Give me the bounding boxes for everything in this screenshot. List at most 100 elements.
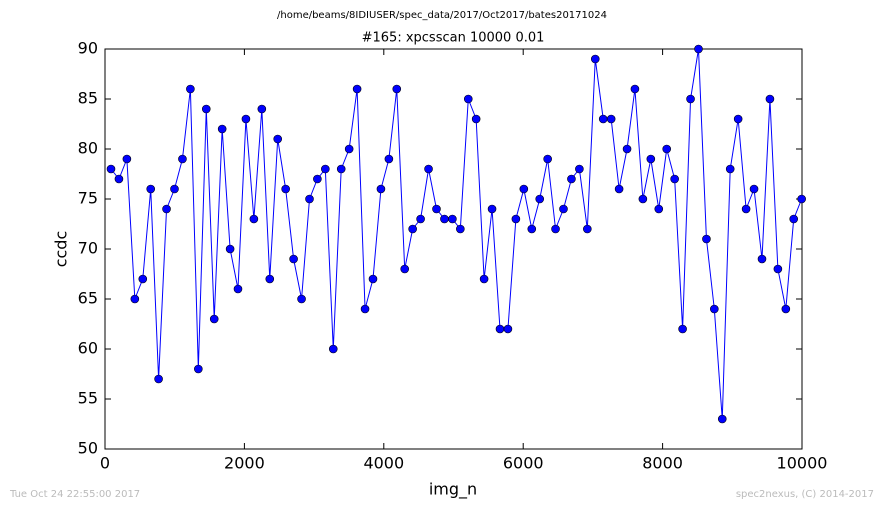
data-point <box>249 214 259 224</box>
data-point <box>590 54 600 64</box>
data-point <box>678 324 687 334</box>
data-point <box>162 204 171 214</box>
x-axis-label: img_n <box>429 480 477 500</box>
data-point <box>725 164 735 174</box>
y-tick-label: 55 <box>78 389 98 408</box>
data-point <box>400 264 410 274</box>
data-point <box>670 174 679 184</box>
chart-title: /home/beams/8IDIUSER/spec_data/2017/Oct2… <box>277 10 607 21</box>
data-point <box>789 214 799 224</box>
x-tick-label: 4000 <box>363 454 404 473</box>
data-point <box>138 274 148 284</box>
x-tick-label: 2000 <box>224 454 265 473</box>
data-point <box>535 194 545 204</box>
series-line <box>110 48 803 420</box>
data-point <box>146 184 156 194</box>
data-point <box>773 264 783 274</box>
data-point <box>448 214 457 224</box>
x-tick-label: 6000 <box>503 454 544 473</box>
data-point <box>463 94 473 104</box>
chart-subtitle: #165: xpcsscan 10000 0.01 <box>362 31 545 46</box>
data-point <box>297 294 306 304</box>
data-point <box>352 84 362 94</box>
y-axis-label: ccdc <box>52 231 71 268</box>
data-point <box>376 184 386 194</box>
data-point <box>217 124 227 134</box>
data-point <box>630 84 640 94</box>
data-point <box>440 214 449 224</box>
data-point <box>273 134 283 144</box>
x-tick-label: 0 <box>100 454 110 473</box>
y-tick-label: 80 <box>78 139 98 158</box>
data-point <box>757 254 767 264</box>
data-point <box>487 204 497 214</box>
data-point <box>321 164 330 174</box>
data-point <box>717 414 727 424</box>
data-point <box>606 114 616 124</box>
data-point <box>503 324 513 334</box>
data-point <box>479 274 489 284</box>
data-point <box>106 164 116 174</box>
y-tick-label: 75 <box>78 189 98 208</box>
data-point <box>583 224 592 234</box>
data-point <box>178 154 187 164</box>
footer-timestamp: Tue Oct 24 22:55:00 2017 <box>9 489 140 500</box>
data-point <box>209 314 219 324</box>
data-point <box>511 214 521 224</box>
data-point <box>368 274 378 284</box>
data-point <box>662 144 672 154</box>
y-tick-label: 85 <box>78 89 98 108</box>
data-point <box>265 274 275 284</box>
data-point <box>797 194 806 204</box>
y-tick-label: 50 <box>78 439 98 458</box>
data-point <box>114 174 124 184</box>
footer-credit: spec2nexus, (C) 2014-2017 <box>736 489 874 500</box>
data-point <box>241 114 251 124</box>
y-tick-label: 70 <box>78 239 98 258</box>
data-point <box>686 94 695 104</box>
data-point <box>360 304 370 314</box>
data-point <box>519 184 529 194</box>
data-point <box>781 304 791 314</box>
x-tick-label: 8000 <box>642 454 683 473</box>
data-point <box>749 184 759 194</box>
data-point <box>702 234 711 244</box>
data-point <box>225 244 235 254</box>
data-point <box>559 204 568 214</box>
data-point <box>154 374 163 384</box>
data-point <box>194 364 203 374</box>
data-point <box>638 194 648 204</box>
data-point <box>543 154 552 164</box>
data-point <box>432 204 441 214</box>
y-tick-label: 90 <box>78 39 98 58</box>
data-point <box>567 174 576 184</box>
data-point <box>527 224 537 234</box>
data-point <box>614 184 624 194</box>
data-point <box>551 224 560 234</box>
data-point <box>416 214 425 224</box>
data-point <box>598 114 608 124</box>
data-point <box>456 224 465 234</box>
data-point <box>281 184 290 194</box>
data-point <box>392 84 402 94</box>
data-point <box>741 204 751 214</box>
data-point <box>122 154 132 164</box>
data-point <box>289 254 298 264</box>
data-point <box>384 154 394 164</box>
data-point <box>344 144 354 154</box>
data-point <box>336 164 346 174</box>
data-point <box>201 104 211 114</box>
y-tick-label: 65 <box>78 289 98 308</box>
data-point <box>130 294 140 304</box>
y-tick-label: 60 <box>78 339 98 358</box>
data-point <box>233 284 243 294</box>
data-point <box>495 324 505 334</box>
data-point <box>575 164 584 174</box>
data-point <box>471 114 481 124</box>
data-point <box>313 174 322 184</box>
data-point <box>408 224 417 234</box>
data-point <box>710 304 719 314</box>
data-point <box>654 204 664 214</box>
data-point <box>170 184 179 194</box>
data-point <box>765 94 775 104</box>
